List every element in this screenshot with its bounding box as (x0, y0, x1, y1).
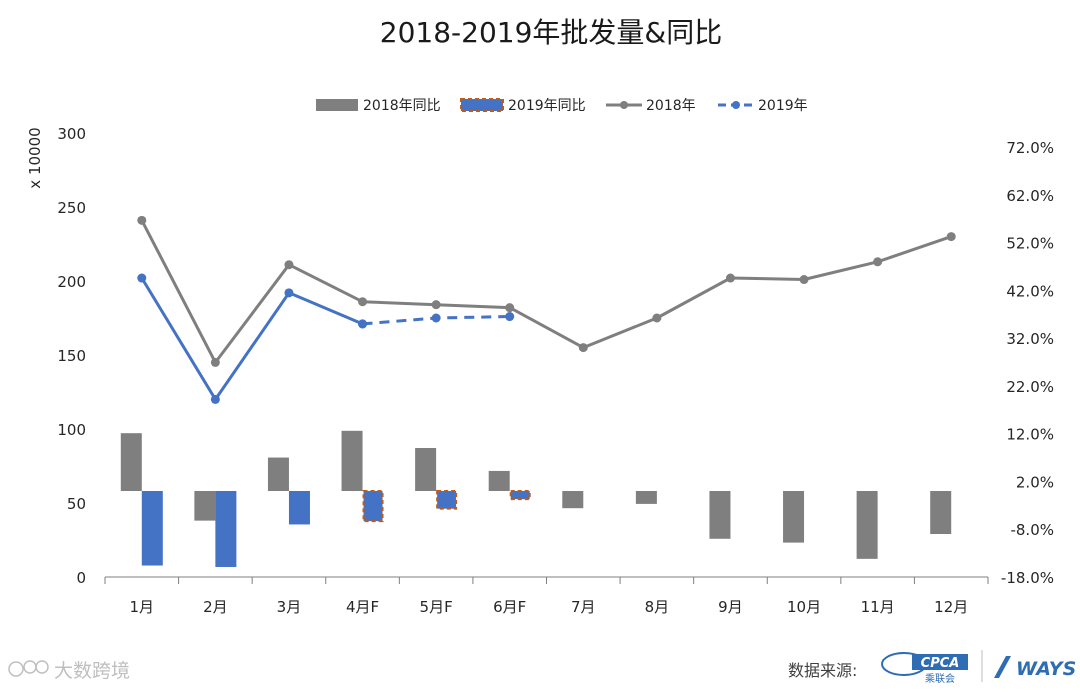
cpca-logo: CPCA 乘联会 (881, 652, 968, 685)
bar-2019-yoy (141, 491, 163, 566)
y2-tick-label: -8.0% (1010, 521, 1054, 539)
bar-2018-yoy (635, 491, 657, 504)
bar-2019-yoy (362, 490, 384, 523)
y-tick-label: 200 (57, 273, 86, 291)
bar-2018-yoy (194, 491, 216, 521)
bar-2019-yoy (288, 491, 310, 525)
y2-tick-label: 52.0% (1006, 235, 1054, 253)
bar-2018-yoy (783, 491, 805, 543)
y2-tick-label: -18.0% (1001, 569, 1054, 587)
line-2018-point (652, 313, 662, 323)
legend-label: 2018年 (646, 98, 696, 114)
axes: 1月 2月 3月 4月F 5月F 6月F 7月 8月 9月 10月 11月 12月 0 50 100 150 2… (57, 125, 1054, 616)
line-2019-point (431, 313, 441, 323)
x-tick-label: 1月 (130, 598, 155, 616)
y2-tick-label: 22.0% (1006, 378, 1054, 396)
x-tick-label: 9月 (718, 598, 743, 616)
line-2018-point (284, 260, 294, 270)
x-tick-label: 5月F (420, 598, 453, 616)
x-tick-label: 4月F (346, 598, 379, 616)
legend-label: 2018年同比 (363, 98, 441, 114)
legend-label: 2019年同比 (508, 98, 586, 114)
line-2018-point (946, 232, 956, 242)
bar-2018-yoy (415, 448, 437, 491)
cpca-logo-text: CPCA (921, 656, 960, 671)
y2-tick-label: 12.0% (1006, 426, 1054, 444)
line-2019-point (358, 319, 368, 329)
x-tick-label: 10月 (787, 598, 821, 616)
y2-tick-label: 32.0% (1006, 330, 1054, 348)
line-2018-point (799, 275, 809, 285)
bar-2018-yoy (120, 433, 142, 491)
y-tick-label: 250 (57, 199, 86, 217)
x-tick-label: 3月 (277, 598, 302, 616)
line-2018-point (358, 297, 368, 307)
y-tick-label: 0 (76, 569, 86, 587)
bar-2019-yoy (509, 490, 531, 501)
cpca-logo-subtext: 乘联会 (925, 672, 955, 685)
x-tick-label: 12月 (934, 598, 968, 616)
lines (137, 215, 956, 404)
legend-swatch (316, 99, 358, 111)
line-2019-point (210, 394, 220, 404)
ways-logo: WAYS (994, 656, 1076, 680)
line-2019-point (284, 288, 294, 298)
cpca-logo-banner (912, 654, 968, 670)
ways-logo-icon (994, 656, 1011, 678)
y-tick-label: 300 (57, 125, 86, 143)
watermark: 大数跨境 (8, 660, 130, 682)
line-2018-point (431, 300, 441, 310)
legend: 2018年同比 2019年同比 2018年 2019年 (316, 98, 808, 114)
line-2019 (140, 277, 364, 401)
x-tick-label: 8月 (645, 598, 670, 616)
watermark-logo-icon-2 (23, 660, 37, 674)
y-axis-label: x 10000 (26, 127, 44, 188)
y2-tick-label: 42.0% (1006, 282, 1054, 300)
bar-2018-yoy (341, 430, 363, 491)
y-tick-label: 50 (67, 495, 86, 513)
watermark-logo-icon (8, 661, 24, 677)
source-label: 数据来源: (788, 661, 857, 680)
chart-title: 2018-2019年批发量&同比 (380, 16, 722, 49)
line-2018-point (725, 273, 735, 283)
watermark-text: 大数跨境 (54, 660, 130, 682)
ways-logo-text: WAYS (1016, 658, 1076, 680)
y-tick-label: 100 (57, 421, 86, 439)
watermark-logo-icon-3 (35, 660, 49, 674)
legend-marker (620, 101, 628, 109)
x-tick-label: 2月 (203, 598, 228, 616)
x-tick-label: 11月 (861, 598, 895, 616)
bar-2018-yoy (709, 491, 731, 539)
line-2018 (140, 219, 952, 364)
bars (120, 430, 952, 567)
bar-2018-yoy (930, 491, 952, 534)
line-2018-point (578, 343, 588, 353)
line-2018-point (505, 303, 515, 313)
y2-tick-label: 72.0% (1006, 139, 1054, 157)
x-tick-label: 7月 (571, 598, 596, 616)
y2-tick-label: 62.0% (1006, 187, 1054, 205)
bar-2019-yoy (215, 491, 237, 567)
line-2019-point (137, 273, 147, 283)
line-2018-point (137, 215, 147, 225)
line-2018-point (873, 257, 883, 267)
bar-2018-yoy (488, 470, 510, 491)
legend-swatch (460, 98, 504, 112)
legend-marker (732, 101, 740, 109)
legend-label: 2019年 (758, 98, 808, 114)
line-2019-point (505, 312, 515, 322)
bar-2018-yoy (267, 457, 289, 491)
x-tick-label: 6月F (493, 598, 526, 616)
y2-tick-label: 2.0% (1016, 473, 1054, 491)
line-2018-point (210, 357, 220, 367)
bar-2018-yoy (562, 491, 584, 509)
bar-2018-yoy (856, 491, 878, 559)
y-tick-label: 150 (57, 347, 86, 365)
bar-2019-yoy (436, 490, 458, 510)
